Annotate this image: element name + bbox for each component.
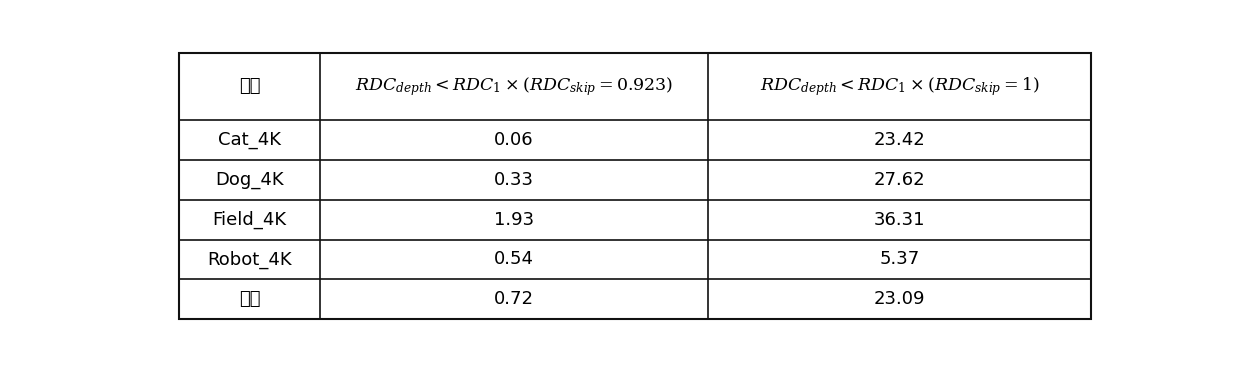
Text: Field_4K: Field_4K	[213, 210, 286, 229]
Text: 0.33: 0.33	[494, 171, 534, 189]
Text: 23.42: 23.42	[873, 131, 926, 149]
Text: 1.93: 1.93	[494, 210, 534, 229]
Text: $RDC_{depth} < RDC_1 \times (RDC_{skip} = 0.923)$: $RDC_{depth} < RDC_1 \times (RDC_{skip} …	[356, 75, 673, 98]
Text: 序列: 序列	[239, 77, 260, 95]
Text: 27.62: 27.62	[873, 171, 926, 189]
Text: $RDC_{depth} < RDC_1 \times (RDC_{skip} = 1)$: $RDC_{depth} < RDC_1 \times (RDC_{skip} …	[760, 75, 1040, 98]
Text: Robot_4K: Robot_4K	[207, 250, 292, 269]
Text: 5.37: 5.37	[880, 250, 919, 268]
Text: 平均: 平均	[239, 290, 260, 308]
Text: Cat_4K: Cat_4K	[218, 131, 281, 149]
Text: 0.54: 0.54	[494, 250, 534, 268]
Text: 0.06: 0.06	[494, 131, 534, 149]
Text: 36.31: 36.31	[873, 210, 926, 229]
Text: 23.09: 23.09	[873, 290, 926, 308]
Text: Dog_4K: Dog_4K	[216, 171, 284, 189]
Text: 0.72: 0.72	[494, 290, 534, 308]
